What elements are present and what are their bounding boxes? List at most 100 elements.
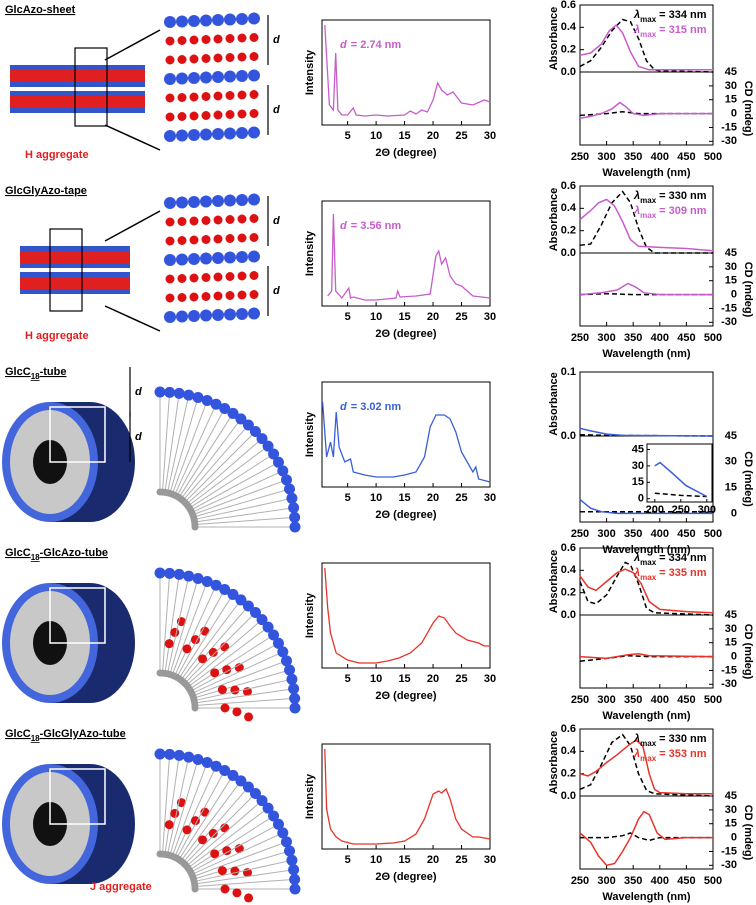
aggregate-label: H aggregate [25,330,89,342]
inset-curve [654,461,708,498]
headgroup [188,196,200,208]
y-tick-label: 0.6 [561,542,576,554]
cd-curve [580,832,713,842]
azo-unit [225,34,235,43]
headgroup [224,70,236,83]
outer-head [277,827,289,839]
y-axis-label: Absorbance [548,188,560,252]
lambda-max: λmax = 309 nm [633,205,707,220]
symbol: λ [633,567,640,579]
y2-axis-label: CD (mdeg) [742,805,754,861]
x-axis-label: Wavelength (nm) [602,891,691,903]
inner-head [191,704,199,712]
outer-head [227,407,239,419]
outer-head [289,521,301,533]
outer-head [280,836,292,848]
inset-frame [646,443,713,503]
azo-unit [189,111,199,121]
y2-tick-label: -15 [721,121,737,133]
azo-unit [165,36,175,46]
outer-head [192,391,204,403]
schematic: d d H aggregate [10,12,280,161]
azo-unit [165,217,175,227]
azo-unit [225,53,235,62]
azo-unit [234,663,244,673]
headgroup [248,126,260,139]
y2-tick-label: -15 [721,664,737,676]
xrd-curve [327,213,491,301]
azo-unit [201,92,211,101]
aggregate-label: H aggregate [25,149,89,161]
alkyl-chain [178,413,234,498]
x-tick-label: 300 [597,875,615,887]
outer-head [256,795,268,807]
azo-unit [200,626,210,636]
headgroup [164,254,176,266]
spacing-label: d [273,285,280,297]
azo-unit [210,849,220,859]
azo-unit [208,647,218,657]
x-tick-label: 300 [597,151,615,163]
outer-head [280,655,292,667]
x-tick-label: 10 [370,130,382,142]
lambda-max: λmax = 334 nm [633,552,707,567]
y-axis-label: Absorbance [548,731,560,795]
alkyl-chain [166,756,190,855]
x-tick-label: 10 [370,492,382,504]
spacing-label: d [273,104,280,116]
alkyl-chain [182,605,249,682]
azo-unit [189,273,199,283]
alkyl-chain [164,755,180,855]
zoom-box [49,768,106,825]
y2-tick-label: 45 [725,66,737,78]
y-tick-label: 0.4 [561,202,577,214]
y-axis-label: Intensity [304,49,316,95]
outer-head [288,864,300,876]
azo-unit [213,215,223,225]
inset-y-tick-label: 45 [632,443,644,455]
azo-unit [237,52,247,62]
alkyl-chain [189,815,274,871]
azo-unit [182,644,192,654]
title-part: -GlcGlyAzo-tube [40,728,126,740]
y2-tick-label: -30 [721,678,737,690]
y-axis-label: Intensity [304,230,316,276]
headgroup [164,73,176,85]
azo-unit [225,215,235,224]
outer-head [154,386,166,398]
azo-unit [190,816,200,826]
x-axis-label: 2Θ (degree) [375,690,436,702]
x-tick-label: 400 [651,694,669,706]
azo-unit [182,825,192,835]
outer-head [235,594,247,606]
headgroup [164,311,176,323]
x-tick-label: 5 [345,130,351,142]
outer-head [284,664,296,676]
outer-head [219,403,231,415]
outer-head [272,637,284,649]
outer-head [262,621,274,633]
y-tick-label: 0.0 [561,609,576,621]
alkyl-chain [190,823,279,873]
x-tick-label: 20 [427,854,439,866]
alkyl-chain [161,573,171,674]
y2-tick-label: -15 [721,302,737,314]
x-tick-label: 20 [427,311,439,323]
arrow [104,124,161,151]
azo-unit [165,293,175,303]
symbol: λ [633,733,640,745]
y2-tick-label: -30 [721,135,737,147]
y2-tick-label: -30 [721,859,737,871]
alkyl-chain [180,418,242,500]
outer-head [286,673,298,685]
outer-head [164,748,176,760]
alkyl-chain [161,392,171,493]
alkyl-chain [171,762,208,857]
outer-head [249,607,261,619]
azo-unit [213,53,223,63]
headgroup [200,252,212,265]
x-axis-label: 2Θ (degree) [375,147,436,159]
spacing-label: d [135,431,142,443]
outer-head [272,818,284,830]
spacing-label: d [135,386,142,398]
